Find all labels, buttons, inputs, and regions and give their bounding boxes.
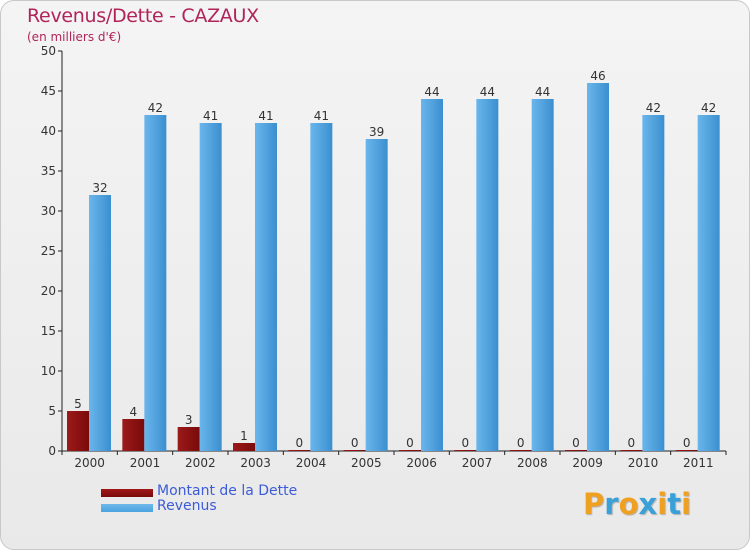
data-label-dette: 1 (240, 429, 248, 443)
bar-dette (565, 450, 587, 451)
bar-dette (509, 450, 532, 451)
x-tick-label: 2008 (517, 456, 548, 470)
data-label-revenus: 41 (314, 109, 329, 123)
bar-dette (343, 450, 366, 451)
bar-revenus (531, 99, 554, 451)
bar-dette (177, 427, 200, 451)
x-tick-label: 2004 (296, 456, 327, 470)
data-label-revenus: 42 (646, 101, 661, 115)
bar-revenus (697, 115, 720, 451)
bar-dette (675, 450, 698, 451)
bar-dette (620, 450, 643, 451)
data-label-revenus: 46 (590, 69, 605, 83)
chart-title: Revenus/Dette - CAZAUX (27, 5, 259, 27)
logo-letter: t (667, 487, 682, 521)
y-tick-label: 30 (41, 204, 56, 218)
data-label-revenus: 44 (424, 85, 439, 99)
data-label-dette: 0 (683, 436, 691, 450)
logo-letter: o (618, 487, 639, 521)
data-label-revenus: 41 (258, 109, 273, 123)
data-label-dette: 0 (628, 436, 636, 450)
x-tick-label: 2000 (74, 456, 105, 470)
legend-swatch-revenus (101, 504, 153, 512)
bar-revenus (587, 83, 609, 451)
bar-dette (399, 450, 421, 451)
y-tick-label: 15 (41, 324, 56, 338)
bar-revenus (642, 115, 665, 451)
data-label-revenus: 42 (701, 101, 716, 115)
x-tick-label: 2007 (462, 456, 493, 470)
logo-letter: r (604, 487, 619, 521)
bar-revenus (421, 99, 443, 451)
x-tick-label: 2009 (572, 456, 603, 470)
data-label-revenus: 44 (535, 85, 550, 99)
y-tick-label: 5 (48, 404, 56, 418)
legend-swatch-dette (101, 489, 153, 497)
x-tick-label: 2002 (185, 456, 216, 470)
y-tick-label: 0 (48, 444, 56, 458)
bar-dette (122, 419, 145, 451)
logo-letter: P (583, 487, 605, 521)
x-tick-label: 2005 (351, 456, 382, 470)
bar-dette (454, 450, 477, 451)
data-label-dette: 0 (517, 436, 525, 450)
data-label-dette: 0 (351, 436, 359, 450)
y-tick-label: 25 (41, 244, 56, 258)
y-tick-label: 35 (41, 164, 56, 178)
data-label-dette: 0 (462, 436, 470, 450)
data-label-revenus: 32 (92, 181, 107, 195)
y-tick-label: 10 (41, 364, 56, 378)
data-label-dette: 5 (74, 397, 82, 411)
legend-label-dette: Montant de la Dette (157, 483, 298, 499)
y-tick-label: 50 (41, 44, 56, 58)
bar-dette (233, 443, 255, 451)
x-tick-label: 2011 (683, 456, 714, 470)
y-tick-label: 40 (41, 124, 56, 138)
chart-subtitle: (en milliers d'€) (27, 30, 122, 44)
data-label-dette: 3 (185, 413, 193, 427)
bar-revenus (89, 195, 111, 451)
bar-revenus (476, 99, 499, 451)
data-label-revenus: 41 (203, 109, 218, 123)
data-label-revenus: 44 (480, 85, 495, 99)
data-label-dette: 0 (572, 436, 580, 450)
x-tick-label: 2010 (628, 456, 659, 470)
logo-letter: i (657, 487, 668, 521)
logo-letter: x (638, 487, 658, 521)
bar-revenus (255, 123, 277, 451)
data-label-revenus: 39 (369, 125, 384, 139)
x-tick-label: 2001 (130, 456, 161, 470)
bar-revenus (365, 139, 388, 451)
bar-revenus (310, 123, 333, 451)
bar-dette (288, 450, 311, 451)
data-label-dette: 0 (296, 436, 304, 450)
logo-letter: i (681, 487, 692, 521)
y-tick-label: 20 (41, 284, 56, 298)
bar-revenus (199, 123, 222, 451)
bar-dette (67, 411, 89, 451)
bar-revenus (144, 115, 167, 451)
data-label-dette: 0 (406, 436, 414, 450)
x-tick-label: 2003 (240, 456, 271, 470)
proxiti-logo: Proxiti (583, 487, 691, 521)
data-label-revenus: 42 (148, 101, 163, 115)
x-tick-label: 2006 (406, 456, 437, 470)
y-tick-label: 45 (41, 84, 56, 98)
legend-label-revenus: Revenus (157, 498, 217, 514)
data-label-dette: 4 (130, 405, 138, 419)
